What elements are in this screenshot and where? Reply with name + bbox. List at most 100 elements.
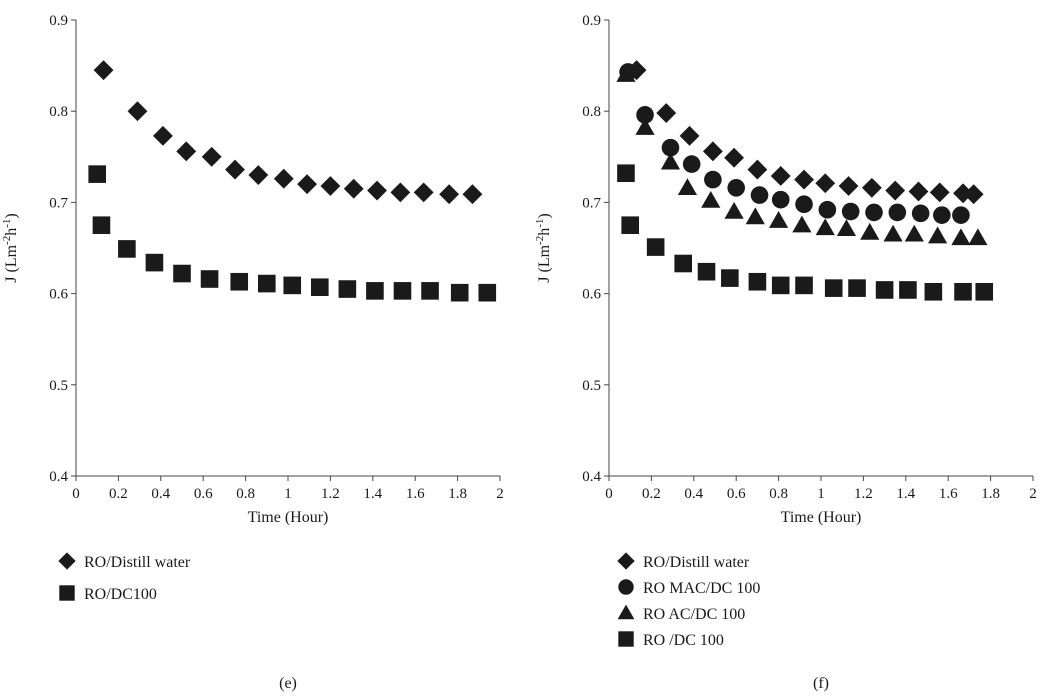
legend-label: RO MAC/DC 100	[643, 580, 760, 597]
x-tick-label: 1	[284, 486, 292, 502]
y-axis-label-superscript: -1	[534, 219, 546, 228]
data-point-triangle	[769, 211, 789, 228]
y-axis-label-text: h	[3, 228, 20, 236]
data-point-diamond	[885, 180, 906, 201]
data-point-square	[145, 253, 164, 272]
x-tick-label: 0	[605, 486, 613, 502]
data-point-triangle	[815, 218, 835, 236]
data-point-square	[338, 280, 357, 298]
data-point-square	[824, 279, 843, 297]
data-point-circle	[888, 203, 907, 222]
data-point-diamond	[413, 182, 434, 203]
data-point-diamond	[747, 159, 768, 180]
y-axis-label-text: )	[3, 213, 20, 218]
x-tick-label: 1.8	[981, 486, 1000, 502]
data-point-triangle	[677, 178, 698, 196]
data-point-circle	[795, 195, 813, 214]
x-tick-label: 1.6	[939, 486, 958, 502]
data-point-square	[88, 165, 106, 183]
data-point-triangle	[745, 207, 765, 225]
y-axis-label-superscript: -2	[1, 236, 13, 245]
data-point-square	[899, 281, 917, 299]
data-point-diamond	[225, 159, 245, 180]
data-point-square	[697, 262, 716, 281]
legend-label: RO/DC100	[84, 586, 157, 603]
data-point-triangle	[660, 152, 681, 170]
x-tick-label: 0.4	[151, 486, 170, 502]
data-point-square	[173, 264, 191, 283]
data-point-triangle	[792, 215, 812, 233]
x-tick-label: 1.4	[896, 486, 915, 502]
data-point-diamond	[794, 169, 814, 190]
data-point-triangle	[860, 222, 880, 240]
y-tick-label: 0.8	[49, 104, 68, 120]
data-point-diamond	[273, 168, 294, 189]
data-point-diamond	[176, 141, 197, 162]
data-point-diamond	[656, 103, 677, 123]
x-tick-label: 1.2	[854, 486, 873, 502]
legend-marker-diamond	[617, 552, 635, 570]
x-tick-label: 2	[1029, 486, 1037, 502]
x-tick-label: 1.6	[406, 486, 425, 502]
x-tick-label: 0.8	[236, 486, 255, 502]
data-point-circle	[911, 204, 930, 223]
data-point-diamond	[127, 101, 148, 122]
data-point-diamond	[439, 184, 460, 205]
data-point-diamond	[462, 184, 483, 205]
data-point-circle	[750, 186, 769, 204]
data-point-square	[311, 278, 329, 297]
data-point-triangle	[951, 228, 971, 246]
x-tick-label: 0.4	[684, 486, 703, 502]
data-point-diamond	[908, 181, 929, 202]
data-point-diamond	[724, 147, 744, 168]
data-point-square	[92, 216, 111, 234]
panel-f-group: 0.4 0.5 0.6 0.7 0.8 0.9 0 0.2 0.4 0.6 0.8 1 1.2 1.4 1.…	[534, 13, 1037, 692]
data-point-triangle	[635, 118, 655, 135]
data-point-square	[200, 270, 219, 288]
panel-e-group: 0.4 0.5 0.6 0.7 0.8 0.9 0 0.2 0.4 0.6 0.8 1 1.2 1.4 1.…	[1, 13, 504, 692]
legend-marker-triangle	[617, 604, 635, 620]
data-point-circle	[865, 203, 883, 222]
data-point-diamond	[343, 178, 364, 199]
data-point-diamond	[93, 60, 114, 81]
data-point-circle	[818, 200, 837, 219]
data-point-circle	[841, 202, 860, 221]
x-axis-label: Time (Hour)	[248, 509, 329, 526]
data-point-circle	[952, 206, 970, 224]
data-point-diamond	[702, 141, 723, 162]
data-point-circle	[727, 179, 745, 197]
x-tick-label: 0.6	[194, 486, 213, 502]
data-point-square	[450, 283, 469, 302]
data-point-diamond	[367, 180, 387, 201]
legend-marker-square	[59, 585, 75, 601]
data-point-circle	[933, 206, 951, 224]
data-point-square	[118, 240, 136, 258]
data-point-diamond	[861, 177, 882, 198]
data-point-square	[646, 238, 665, 256]
y-tick-label: 0.8	[582, 104, 601, 120]
panel-label: (f)	[813, 675, 829, 692]
data-point-square	[621, 216, 639, 234]
y-tick-label: 0.9	[582, 13, 601, 29]
y-axis-label-text: J (Lm	[536, 244, 553, 282]
y-tick-label: 0.6	[49, 287, 68, 303]
x-tick-label: 1.4	[363, 486, 382, 502]
legend-label: RO AC/DC 100	[643, 606, 745, 623]
legend-label: RO/Distill water	[643, 554, 750, 571]
legend-marker-circle	[618, 579, 634, 595]
data-point-square	[230, 272, 249, 291]
data-point-diamond	[770, 166, 791, 186]
data-point-square	[258, 274, 276, 293]
data-point-square	[875, 281, 894, 299]
y-axis-label-text: )	[536, 213, 553, 218]
data-point-square	[954, 282, 972, 301]
data-point-diamond	[320, 176, 341, 196]
data-point-square	[748, 272, 767, 291]
data-point-circle	[771, 190, 790, 209]
x-tick-label: 1.2	[321, 486, 340, 502]
x-axis-label: Time (Hour)	[781, 509, 862, 526]
data-point-square	[617, 164, 635, 183]
data-point-square	[421, 282, 439, 300]
data-point-triangle	[883, 224, 903, 242]
